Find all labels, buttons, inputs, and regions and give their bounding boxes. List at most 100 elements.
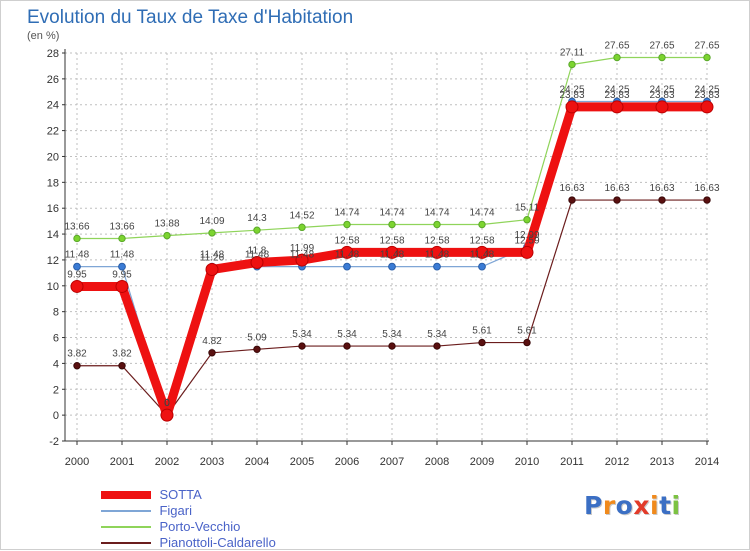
data-label-figari: 12.99: [514, 230, 539, 241]
data-label-porto-vecchio: 14.74: [379, 207, 404, 218]
data-label-porto-vecchio: 27.65: [649, 41, 674, 52]
data-label-pianottoli-caldarello: 4.82: [202, 336, 222, 347]
data-point-pianottoli-caldarello: [253, 345, 261, 354]
data-point-porto-vecchio: [388, 220, 396, 229]
data-point-figari: [478, 262, 486, 271]
legend-label-pianottoli-caldarello: Pianottoli-Caldarello: [159, 535, 276, 550]
x-tick-label: 2001: [110, 456, 134, 468]
data-point-porto-vecchio: [613, 53, 621, 62]
data-label-porto-vecchio: 27.65: [694, 41, 719, 52]
data-point-sotta: [520, 245, 534, 259]
data-label-pianottoli-caldarello: 5.34: [337, 329, 357, 340]
data-label-sotta: 12.58: [379, 235, 404, 246]
series-line-pianottoli-caldarello: [77, 199, 707, 416]
data-label-pianottoli-caldarello: 16.63: [694, 183, 719, 194]
data-point-pianottoli-caldarello: [73, 362, 81, 370]
data-label-pianottoli-caldarello: 5.61: [472, 326, 492, 337]
data-label-sotta: 12.58: [469, 235, 494, 246]
data-point-porto-vecchio: [523, 216, 531, 224]
data-label-figari: 11.48: [335, 250, 360, 261]
y-tick-label: 2: [53, 384, 59, 396]
data-point-porto-vecchio: [658, 53, 666, 62]
data-label-figari: 11.48: [470, 250, 495, 261]
data-point-porto-vecchio: [253, 226, 261, 234]
data-point-porto-vecchio: [298, 223, 306, 232]
x-tick-label: 2003: [200, 456, 224, 468]
data-point-sotta: [160, 408, 174, 422]
logo-letter: o: [615, 491, 634, 520]
x-tick-label: 2008: [425, 456, 449, 468]
data-point-porto-vecchio: [163, 231, 171, 240]
x-tick-label: 2012: [605, 456, 629, 468]
y-tick-label: 0: [53, 410, 59, 422]
data-label-sotta: 12.58: [334, 235, 359, 246]
data-point-sotta: [70, 279, 84, 293]
data-point-pianottoli-caldarello: [298, 342, 306, 350]
x-tick-label: 2002: [155, 456, 179, 468]
data-point-figari: [73, 262, 81, 271]
data-point-porto-vecchio: [433, 220, 441, 229]
data-point-pianottoli-caldarello: [388, 342, 396, 350]
data-label-figari: 11.48: [425, 250, 450, 261]
logo-letter: t: [659, 491, 672, 520]
legend-item-sotta: SOTTA: [101, 487, 276, 503]
y-tick-label: 6: [53, 333, 59, 345]
data-label-pianottoli-caldarello: 16.63: [559, 183, 584, 194]
data-label-pianottoli-caldarello: 5.34: [382, 329, 402, 340]
y-tick-label: 18: [47, 177, 59, 189]
data-point-porto-vecchio: [118, 234, 126, 243]
chart-title: Evolution du Taux de Taxe d'Habitation: [27, 7, 354, 28]
x-tick-label: 2014: [695, 456, 719, 468]
data-point-sotta: [475, 245, 489, 259]
data-point-figari: [433, 262, 441, 271]
data-point-sotta: [340, 245, 354, 259]
legend-label-porto-vecchio: Porto-Vecchio: [159, 519, 241, 534]
legend-item-pianottoli-caldarello: Pianottoli-Caldarello: [101, 535, 276, 551]
data-label-sotta: 12.58: [424, 235, 449, 246]
data-point-pianottoli-caldarello: [343, 342, 351, 350]
y-tick-label: 10: [47, 281, 59, 293]
data-point-pianottoli-caldarello: [703, 196, 711, 204]
data-label-sotta: 11.26: [200, 253, 225, 264]
data-point-pianottoli-caldarello: [478, 338, 486, 347]
data-label-figari: 11.48: [245, 250, 270, 261]
data-label-figari: 24.25: [694, 85, 719, 96]
data-point-sotta: [385, 245, 399, 259]
legend: SOTTA Figari Porto-Vecchio Pianottoli-Ca…: [101, 487, 276, 551]
data-label-pianottoli-caldarello: 5.34: [292, 329, 312, 340]
data-label-porto-vecchio: 13.66: [64, 221, 89, 232]
data-label-figari: 0: [164, 398, 170, 409]
data-label-sotta: 11.8: [248, 246, 267, 257]
x-tick-label: 2007: [380, 456, 404, 468]
data-label-sotta: 9.95: [67, 269, 87, 280]
data-label-sotta: 9.95: [112, 269, 132, 280]
data-label-pianottoli-caldarello: 16.63: [649, 183, 674, 194]
logo-letter: i: [671, 491, 681, 520]
x-tick-label: 2005: [290, 456, 314, 468]
data-label-pianottoli-caldarello: 5.34: [427, 329, 447, 340]
y-tick-label: 12: [47, 255, 59, 267]
data-point-porto-vecchio: [478, 220, 486, 229]
y-tick-label: 14: [47, 229, 59, 241]
data-label-figari: 11.48: [65, 250, 90, 261]
data-label-sotta: 12.59: [514, 235, 539, 246]
x-tick-label: 2011: [560, 456, 584, 468]
data-label-sotta: 23.83: [694, 90, 719, 101]
y-tick-label: 20: [47, 151, 59, 163]
data-point-porto-vecchio: [343, 220, 351, 229]
data-label-porto-vecchio: 27.11: [560, 48, 585, 59]
data-label-sotta: 23.83: [604, 90, 629, 101]
logo-letter: P: [584, 491, 603, 520]
y-tick-label: 22: [47, 126, 59, 138]
x-tick-label: 2010: [515, 456, 539, 468]
data-point-porto-vecchio: [568, 60, 576, 69]
data-point-sotta: [205, 263, 219, 277]
data-point-sotta: [430, 245, 444, 259]
y-tick-label: 28: [47, 48, 59, 60]
data-point-sotta: [250, 256, 264, 270]
data-label-pianottoli-caldarello: 5.09: [247, 332, 267, 343]
legend-swatch-figari: [101, 510, 151, 512]
data-label-pianottoli-caldarello: 3.82: [67, 349, 87, 360]
